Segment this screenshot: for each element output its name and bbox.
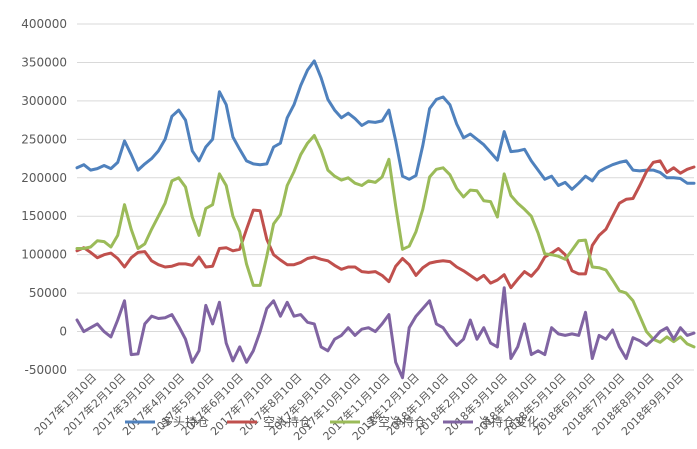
y-tick-label: 300000	[21, 94, 67, 108]
y-tick-label: 200000	[21, 171, 67, 185]
series-line-0	[75, 59, 696, 191]
series-line-3	[75, 286, 696, 380]
legend-label: 多头持仓	[161, 414, 209, 429]
series-line-1	[75, 159, 696, 290]
x-axis: 2017年1月10日2017年2月10日2017年3月10日2017年4月10日…	[31, 370, 686, 443]
series-line-2	[75, 134, 696, 349]
y-axis: -50000 0 50000 100000 150000 200000 250000 3000…	[21, 17, 67, 377]
y-tick-label: 250000	[21, 132, 67, 146]
y-tick-label: 150000	[21, 209, 67, 223]
y-tick-label: 50000	[29, 286, 67, 300]
y-tick-label: 350000	[21, 55, 67, 69]
legend-label: 净持仓变化：	[479, 414, 551, 429]
y-tick-label: 400000	[21, 17, 67, 31]
series-lines	[75, 59, 696, 380]
legend-label: 空头持仓	[263, 414, 311, 429]
legend: 多头持仓 空头持仓 多空净持仓 净持仓变化：	[125, 414, 551, 429]
y-tick-label: -50000	[24, 363, 67, 377]
legend-label: 多空净持仓	[366, 414, 426, 429]
y-tick-label: 100000	[21, 248, 67, 262]
y-tick-label: 0	[59, 325, 67, 339]
